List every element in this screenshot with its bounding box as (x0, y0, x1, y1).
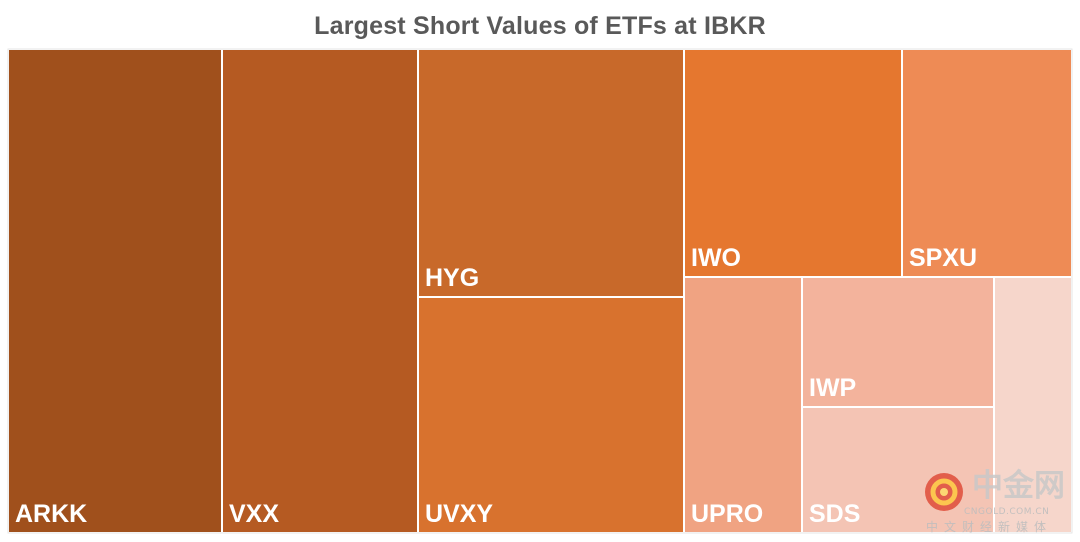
treemap-label-vxx: VXX (229, 500, 279, 528)
watermark-logo: 中金网 CNGOLD.COM.CN 中文财经新媒体 (920, 466, 1078, 536)
treemap-tile-iwp (803, 278, 993, 406)
treemap-tile-hyg (419, 50, 683, 296)
chart-title: Largest Short Values of ETFs at IBKR (314, 12, 766, 40)
treemap-tile-unlabeled (995, 278, 1071, 532)
treemap-label-spxu: SPXU (909, 244, 977, 272)
treemap-tile-iwo (685, 50, 901, 276)
treemap-label-hyg: HYG (425, 264, 479, 292)
watermark-tagline: 中文财经新媒体 (926, 520, 1053, 534)
treemap-label-uvxy: UVXY (425, 500, 493, 528)
swirl-logo-icon (925, 473, 963, 511)
watermark-name: 中金网 (972, 468, 1065, 504)
treemap-label-iwp: IWP (809, 374, 856, 402)
plot-area-border (7, 48, 1073, 534)
treemap-tile-arkk (9, 50, 221, 532)
treemap-tile-vxx (223, 50, 417, 532)
treemap-label-upro: UPRO (691, 500, 763, 528)
treemap-tile-uvxy (419, 298, 683, 532)
treemap-label-iwo: IWO (691, 244, 741, 272)
treemap-label-arkk: ARKK (15, 500, 87, 528)
treemap-tile-upro (685, 278, 801, 532)
treemap-label-sds: SDS (809, 500, 860, 528)
treemap-tile-spxu (903, 50, 1071, 276)
treemap-tile-sds (803, 408, 993, 532)
watermark-domain: CNGOLD.COM.CN (964, 507, 1050, 517)
